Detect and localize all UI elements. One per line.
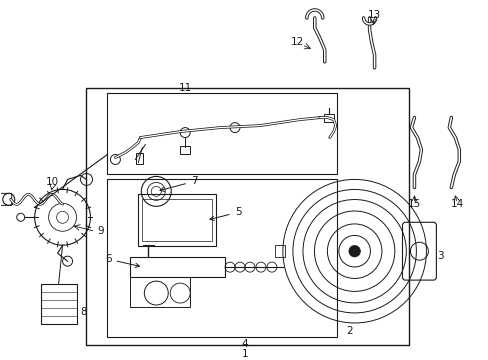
Text: 8: 8: [81, 307, 87, 317]
Text: 9: 9: [97, 226, 103, 236]
Text: 2: 2: [346, 326, 352, 336]
Text: 1: 1: [241, 349, 248, 359]
Bar: [323, 114, 333, 122]
Bar: [130, 277, 190, 307]
Bar: [138, 194, 216, 246]
Bar: [274, 245, 285, 257]
Text: 10: 10: [46, 177, 59, 188]
Text: 14: 14: [450, 199, 463, 210]
Text: 11: 11: [178, 83, 191, 93]
Bar: [85, 88, 408, 345]
Text: 3: 3: [436, 251, 443, 261]
Text: 13: 13: [367, 10, 381, 20]
Text: 4: 4: [241, 339, 248, 349]
Text: 5: 5: [209, 207, 241, 220]
Text: 12: 12: [291, 37, 304, 47]
Bar: [136, 153, 143, 165]
Bar: [107, 93, 336, 175]
Bar: [142, 199, 212, 241]
Bar: [107, 179, 336, 337]
Text: 15: 15: [407, 199, 420, 210]
Text: 7: 7: [160, 176, 197, 192]
Bar: [130, 257, 224, 277]
Bar: [41, 284, 77, 324]
Bar: [180, 145, 190, 153]
Text: 6: 6: [105, 254, 139, 267]
Circle shape: [348, 246, 360, 257]
